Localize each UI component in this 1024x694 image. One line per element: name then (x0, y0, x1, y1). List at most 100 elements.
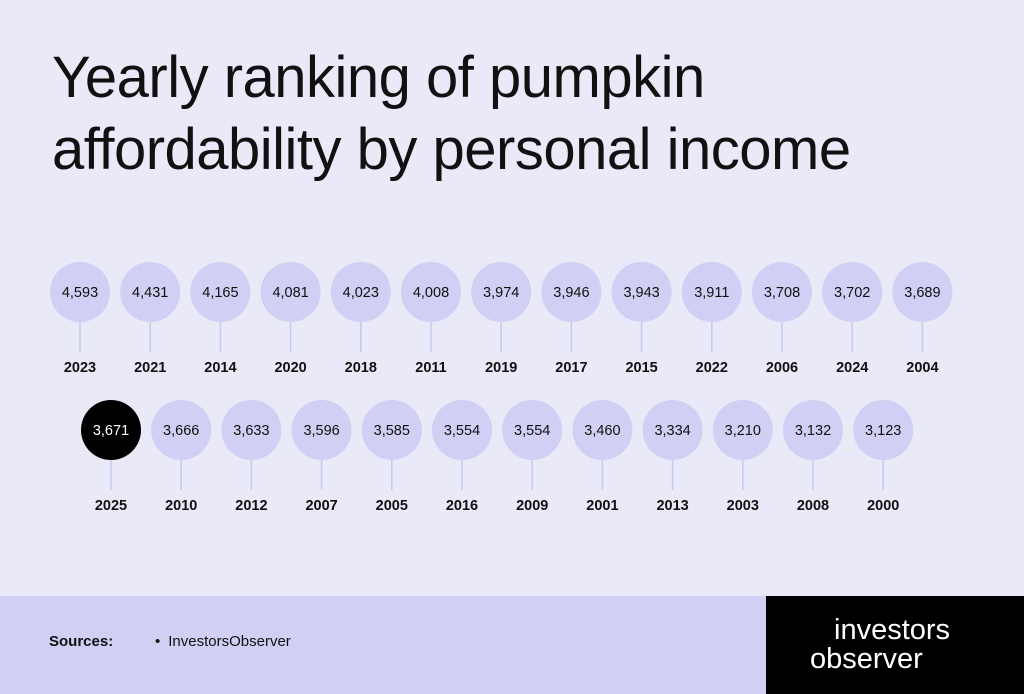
bubble (260, 262, 321, 322)
bubble-value-label: 3,633 (233, 423, 269, 439)
bubble-value-label: 3,585 (374, 423, 410, 439)
year-label: 2022 (696, 360, 728, 376)
year-label: 2010 (165, 498, 197, 514)
title-line-1: Yearly ranking of pumpkin (52, 45, 705, 110)
year-label: 2004 (906, 360, 938, 376)
bubble (502, 400, 563, 460)
bubble-item: 3,596 2007 (291, 400, 352, 514)
bubble-value-label: 4,008 (413, 285, 449, 301)
bubble-value-label: 3,671 (93, 423, 129, 439)
logo-mark: investors observer (810, 614, 950, 675)
bubble-value-label: 4,165 (202, 285, 238, 301)
bubble-value-label: 3,460 (584, 423, 620, 439)
bubble-item: 4,023 2018 (330, 262, 391, 376)
year-label: 2016 (446, 498, 478, 514)
year-label: 2008 (797, 498, 829, 514)
year-label: 2005 (376, 498, 408, 514)
bubble (541, 262, 602, 322)
sources-list: InvestorsObserver (155, 633, 291, 650)
bubble-item: 3,633 2012 (221, 400, 282, 514)
bubble-item: 3,334 2013 (642, 400, 703, 514)
bubble (401, 262, 461, 322)
year-label: 2021 (134, 360, 166, 376)
bubble-item: 3,974 2019 (471, 262, 532, 376)
year-label: 2000 (867, 498, 899, 514)
year-label: 2003 (727, 498, 759, 514)
bubble-value-label: 3,210 (725, 423, 761, 439)
bubble (783, 400, 843, 460)
year-label: 2018 (345, 360, 377, 376)
logo-text-line2: observer (810, 643, 923, 675)
investorsobserver-logo: investors observer (766, 596, 1024, 694)
bubble (50, 262, 110, 322)
bubble (151, 400, 212, 460)
bubble (471, 262, 532, 322)
bubble-item: 3,943 2015 (611, 262, 672, 376)
bubble (432, 400, 492, 460)
bubble-item: 3,210 2003 (712, 400, 773, 514)
bubble-item: 4,165 2014 (190, 262, 251, 376)
bubble-chart: 4,593 2023 4,431 2021 4,165 2014 4,081 2020 4,02… (50, 262, 953, 514)
page-title: Yearly ranking of pumpkin affordability … (52, 42, 992, 186)
bubble-item: 3,671 2025 (81, 400, 141, 514)
sources-label: Sources: (49, 633, 114, 650)
year-label: 2006 (766, 360, 798, 376)
bubble (853, 400, 914, 460)
source-item: InvestorsObserver (155, 633, 291, 650)
year-label: 2012 (235, 498, 267, 514)
bubble-value-label: 3,554 (444, 423, 480, 439)
bubble-highlight (81, 400, 141, 460)
bubble (120, 262, 181, 322)
bubble-value-label: 3,123 (865, 423, 901, 439)
bubble-value-label: 3,946 (553, 285, 589, 301)
bubble (611, 262, 672, 322)
year-label: 2009 (516, 498, 548, 514)
year-label: 2023 (64, 360, 96, 376)
bubble-item: 3,702 2024 (822, 262, 883, 376)
year-label: 2017 (555, 360, 587, 376)
bubble-value-label: 4,593 (62, 285, 98, 301)
bubble-value-label: 3,702 (834, 285, 870, 301)
bubble-value-label: 3,708 (764, 285, 800, 301)
year-label: 2024 (836, 360, 868, 376)
year-label: 2011 (415, 360, 446, 376)
bubble-value-label: 4,023 (343, 285, 379, 301)
bubble (712, 400, 773, 460)
bubble-value-label: 4,081 (272, 285, 308, 301)
bubble (642, 400, 703, 460)
bubble (361, 400, 422, 460)
bubble (330, 262, 391, 322)
bubble-item: 4,081 2020 (260, 262, 321, 376)
bubble-item: 4,008 2011 (401, 262, 461, 376)
bubble-item: 3,460 2001 (572, 400, 633, 514)
year-label: 2007 (305, 498, 337, 514)
bubble (892, 262, 953, 322)
bubble-item: 4,431 2021 (120, 262, 181, 376)
bubble-item: 4,593 2023 (50, 262, 110, 376)
year-label: 2001 (586, 498, 618, 514)
bubble (190, 262, 251, 322)
bubble-item: 3,554 2009 (502, 400, 563, 514)
bubble-item: 3,946 2017 (541, 262, 602, 376)
year-label: 2013 (656, 498, 688, 514)
bubble-item: 3,911 2022 (681, 262, 742, 376)
bubble-item: 3,689 2004 (892, 262, 953, 376)
bubble-item: 3,554 2016 (432, 400, 492, 514)
year-label: 2020 (274, 360, 306, 376)
title-line-2: affordability by personal income (52, 117, 851, 182)
bubble-item: 3,123 2000 (853, 400, 914, 514)
bubble (822, 262, 883, 322)
year-label: 2015 (625, 360, 657, 376)
bubble-value-label: 4,431 (132, 285, 168, 301)
bubble-item: 3,666 2010 (151, 400, 212, 514)
bubble (681, 262, 742, 322)
bubble-value-label: 3,596 (303, 423, 339, 439)
bubble (752, 262, 812, 322)
bubble-value-label: 3,974 (483, 285, 519, 301)
bubble-value-label: 3,943 (623, 285, 659, 301)
bubble-value-label: 3,911 (694, 285, 729, 301)
bubble-value-label: 3,666 (163, 423, 199, 439)
bubble-value-label: 3,334 (654, 423, 690, 439)
bubble (291, 400, 352, 460)
bubble-item: 3,132 2008 (783, 400, 843, 514)
